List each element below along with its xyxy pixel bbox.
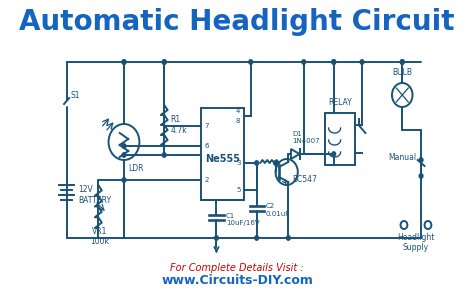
Text: 12V
BATTERY: 12V BATTERY — [79, 185, 112, 205]
Text: R1
4.7k: R1 4.7k — [170, 115, 187, 135]
Circle shape — [162, 60, 166, 64]
Text: RELAY: RELAY — [328, 98, 352, 107]
Text: For Complete Details Visit :: For Complete Details Visit : — [170, 263, 304, 273]
Circle shape — [122, 144, 126, 148]
Circle shape — [332, 152, 336, 156]
Circle shape — [249, 60, 253, 64]
Circle shape — [215, 236, 219, 240]
Text: 2: 2 — [204, 177, 209, 183]
Circle shape — [255, 236, 259, 240]
Circle shape — [286, 236, 290, 240]
Circle shape — [273, 161, 277, 165]
Bar — [201, 108, 244, 200]
Circle shape — [332, 60, 336, 64]
Text: Ne555: Ne555 — [205, 154, 240, 164]
Circle shape — [162, 153, 166, 157]
Text: Automatic Headlight Circuit: Automatic Headlight Circuit — [19, 8, 455, 36]
Bar — [325, 113, 355, 165]
Circle shape — [401, 60, 404, 64]
Text: 5: 5 — [236, 187, 240, 193]
Circle shape — [419, 174, 423, 178]
Circle shape — [122, 153, 126, 157]
Text: 8: 8 — [236, 118, 240, 124]
Text: C2
0.01uF: C2 0.01uF — [265, 204, 290, 217]
Text: C1
10uF/16V: C1 10uF/16V — [226, 212, 259, 225]
Text: LDR: LDR — [128, 164, 144, 173]
Text: 6: 6 — [204, 143, 209, 149]
Text: Headlight
Supply: Headlight Supply — [397, 233, 435, 252]
Circle shape — [162, 60, 166, 64]
Circle shape — [122, 178, 126, 182]
Text: Manual: Manual — [389, 154, 417, 162]
Circle shape — [419, 158, 423, 162]
Circle shape — [332, 60, 336, 64]
Text: BULB: BULB — [392, 68, 412, 77]
Circle shape — [401, 60, 404, 64]
Circle shape — [302, 60, 306, 64]
Text: D1
1N4007: D1 1N4007 — [292, 131, 320, 144]
Text: 3: 3 — [236, 160, 240, 166]
Circle shape — [360, 60, 364, 64]
Text: S1: S1 — [71, 91, 81, 99]
Text: BC547: BC547 — [292, 175, 317, 185]
Circle shape — [255, 161, 259, 165]
Text: 4: 4 — [236, 108, 240, 114]
Text: www.Circuits-DIY.com: www.Circuits-DIY.com — [161, 275, 313, 288]
Circle shape — [122, 60, 126, 64]
Circle shape — [122, 60, 126, 64]
Text: 7: 7 — [204, 123, 209, 129]
Text: VR1
100k: VR1 100k — [91, 227, 109, 246]
